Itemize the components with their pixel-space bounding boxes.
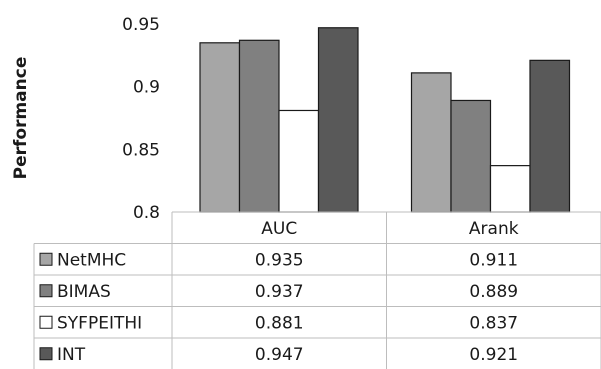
legend-swatch-bimas — [39, 284, 53, 298]
data-value-label: 0.921 — [469, 345, 518, 365]
legend-label: NetMHC — [57, 250, 126, 270]
data-value-label: 0.889 — [469, 282, 518, 302]
data-value-label: 0.911 — [469, 250, 518, 270]
y-tick-label: 0.9 — [133, 78, 160, 98]
bar-syfpeithi-arank — [489, 165, 531, 213]
data-value-label: 0.935 — [255, 250, 304, 270]
data-value-label: 0.937 — [255, 282, 304, 302]
bar-bimas-arank — [450, 99, 492, 213]
category-label: Arank — [469, 219, 519, 239]
bar-netmhc-arank — [410, 72, 452, 213]
category-label: AUC — [261, 219, 297, 239]
legend-swatch-int — [39, 347, 53, 361]
legend-label: BIMAS — [57, 282, 111, 302]
legend-swatch-netmhc — [39, 252, 53, 266]
bar-netmhc-auc — [199, 42, 241, 213]
data-value-label: 0.837 — [469, 313, 518, 333]
legend-label: INT — [57, 345, 86, 365]
y-tick-label: 0.85 — [122, 140, 160, 160]
bar-int-arank — [529, 59, 571, 213]
y-tick-label: 0.8 — [133, 203, 160, 223]
bar-bimas-auc — [238, 39, 280, 213]
bar-syfpeithi-auc — [278, 109, 320, 213]
bar-int-auc — [317, 27, 359, 213]
legend-label: SYFPEITHI — [57, 313, 142, 333]
y-axis-title: Performance — [11, 57, 31, 180]
y-tick-label: 0.95 — [122, 15, 160, 35]
data-value-label: 0.881 — [255, 313, 304, 333]
data-value-label: 0.947 — [255, 345, 304, 365]
legend-swatch-syfpeithi — [39, 315, 53, 329]
